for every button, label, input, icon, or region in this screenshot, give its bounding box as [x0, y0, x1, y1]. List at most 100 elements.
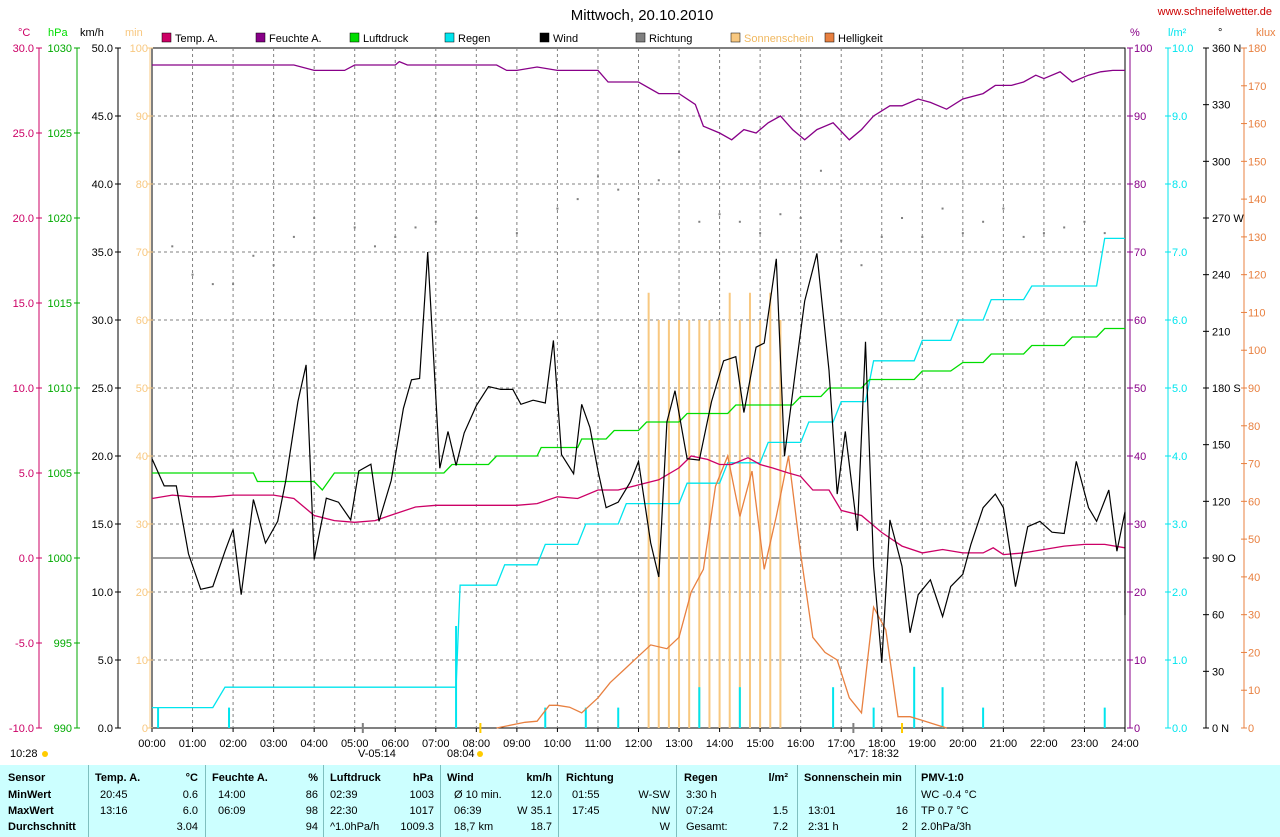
tick-label-temp: 20.0	[13, 213, 34, 225]
tick-label-direction: 210	[1212, 326, 1230, 338]
tick-label-brightness: 50	[1248, 534, 1260, 546]
x-tick-label: 23:00	[1071, 738, 1099, 750]
stats-divider	[205, 765, 206, 837]
legend-swatch	[539, 32, 550, 43]
tick-label-humidity: 0	[1134, 723, 1140, 735]
stats-header: Luftdruck	[330, 772, 381, 784]
stats-header: Feuchte A.	[212, 772, 268, 784]
tick-label-direction: 240	[1212, 270, 1230, 282]
direction-point	[596, 175, 599, 178]
stats-divider	[915, 765, 916, 837]
tick-label-wind: 10.0	[92, 587, 113, 599]
stats-header: km/h	[526, 772, 552, 784]
x-tick-label: 09:00	[503, 738, 531, 750]
series-helligkeit-line	[496, 453, 947, 729]
stat-dir-time: 01:55	[572, 789, 600, 801]
stats-row-label: Durchschnitt	[8, 821, 76, 833]
axis-unit-humidity: %	[1130, 27, 1140, 39]
sun-icon	[42, 751, 48, 757]
tick-label-humidity: 50	[1134, 383, 1146, 395]
tick-label-wind: 35.0	[92, 247, 113, 259]
tick-label-brightness: 100	[1248, 345, 1266, 357]
legend-label: Sonnenschein	[744, 33, 814, 45]
stat-press-time: 02:39	[330, 789, 358, 801]
tick-label-brightness: 80	[1248, 421, 1260, 433]
tick-label-rain: 7.0	[1172, 247, 1187, 259]
series-wind-line	[151, 251, 1126, 663]
legend-swatch	[349, 32, 360, 43]
stat-temp-time: 13:16	[100, 805, 128, 817]
grid	[152, 48, 1125, 728]
tick-label-brightness: 90	[1248, 383, 1260, 395]
stat-hum-value: 86	[305, 789, 318, 801]
tick-label-humidity: 80	[1134, 179, 1146, 191]
direction-point	[961, 232, 964, 235]
direction-point	[191, 273, 194, 276]
tick-label-rain: 3.0	[1172, 519, 1187, 531]
stat-wind-label: Ø 10 min.	[454, 789, 502, 801]
tick-label-sunshine: 90	[136, 111, 148, 123]
stats-divider	[558, 765, 559, 837]
tick-label-temp: -10.0	[9, 723, 34, 735]
tick-label-humidity: 100	[1134, 43, 1152, 55]
tick-label-pressure: 995	[54, 638, 72, 650]
direction-point	[171, 245, 174, 248]
stats-header: Wind	[447, 772, 474, 784]
tick-label-direction: 90 O	[1212, 553, 1236, 565]
stat-wind-label: 18,7 km	[454, 821, 494, 833]
tick-label-wind: 5.0	[98, 655, 113, 667]
stat-rain-value: 1.5	[772, 805, 788, 817]
sun-icon	[477, 751, 483, 757]
tick-label-sunshine: 50	[136, 383, 148, 395]
legend-swatch	[444, 32, 455, 43]
tick-label-humidity: 40	[1134, 451, 1146, 463]
x-tick-label: 14:00	[706, 738, 734, 750]
tick-label-wind: 25.0	[92, 383, 113, 395]
tick-label-temp: 10.0	[13, 383, 34, 395]
tick-label-wind: 45.0	[92, 111, 113, 123]
direction-point	[1103, 232, 1106, 235]
x-tick-label: 15:00	[746, 738, 774, 750]
direction-point	[232, 283, 235, 286]
legend-swatch	[824, 32, 835, 43]
tick-label-pressure: 1020	[48, 213, 72, 225]
dawn-label: V-05:14	[358, 748, 396, 760]
tick-label-brightness: 120	[1248, 270, 1266, 282]
stat-rain-time: 07:24	[686, 805, 714, 817]
direction-point	[1042, 232, 1045, 235]
tick-label-sunshine: 20	[136, 587, 148, 599]
tick-label-direction: 0 N	[1212, 723, 1229, 735]
tick-label-temp: 5.0	[19, 468, 34, 480]
direction-point	[353, 226, 356, 229]
tick-label-humidity: 90	[1134, 111, 1146, 123]
direction-point	[434, 220, 437, 223]
direction-point	[819, 169, 822, 172]
direction-point	[799, 217, 802, 219]
sun-marks: 10:28 08:04 V-05:14 ^17: 18:32	[10, 723, 904, 760]
stats-header: Sonnenschein min	[804, 772, 902, 784]
stat-press-time: ^1.0hPa/h	[330, 821, 380, 833]
tick-label-brightness: 60	[1248, 496, 1260, 508]
stats-row-label: MaxWert	[8, 805, 54, 817]
stat-sun-value: 16	[895, 805, 908, 817]
legend-label: Wind	[553, 33, 578, 45]
stat-hum-value: 94	[305, 821, 318, 833]
tick-label-brightness: 160	[1248, 119, 1266, 131]
chart-title: Mittwoch, 20.10.2010	[571, 7, 714, 24]
statistics-panel: Sensor Temp. A. °C Feuchte A.% Luftdruck hPa W…	[0, 765, 1280, 837]
tick-label-direction: 120	[1212, 496, 1230, 508]
tick-label-rain: 4.0	[1172, 451, 1187, 463]
tick-label-pressure: 990	[54, 723, 72, 735]
axis-units: °C hPa km/h min% l/m² ° klux	[18, 27, 1276, 39]
direction-point	[880, 235, 883, 238]
stat-press-value: 1003	[409, 789, 434, 801]
x-tick-label: 00:00	[138, 738, 166, 750]
direction-point	[272, 264, 275, 267]
tick-label-wind: 15.0	[92, 519, 113, 531]
stats-row-label: MinWert	[8, 789, 52, 801]
direction-point	[1063, 226, 1066, 229]
stats-divider	[88, 765, 89, 837]
tick-label-direction: 300	[1212, 156, 1230, 168]
stat-sun-time: 13:01	[808, 805, 836, 817]
x-tick-label: 10:00	[544, 738, 572, 750]
